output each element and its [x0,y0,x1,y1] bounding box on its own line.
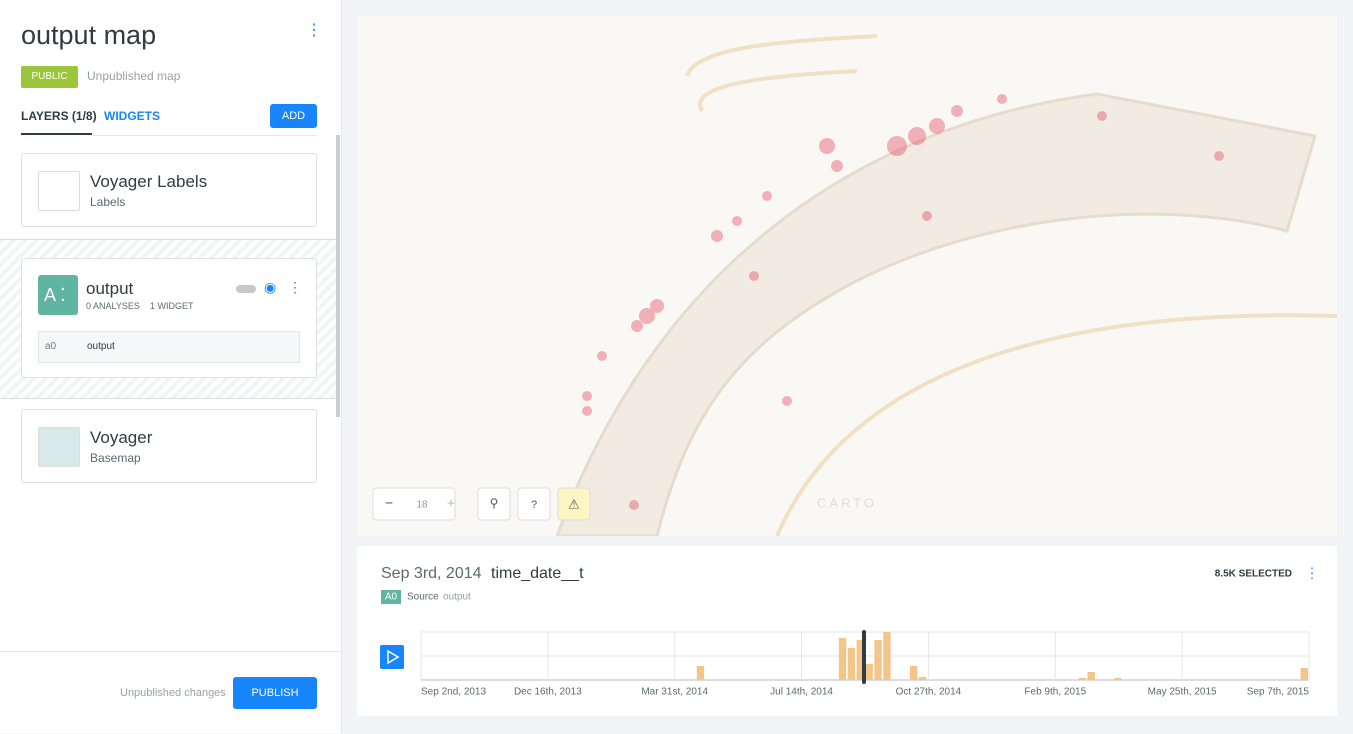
bar [856,640,864,680]
histogram [696,632,1308,680]
layer-name: Voyager [90,428,153,447]
layer-menu[interactable]: ⋮ [288,279,302,295]
column-name: time_date__t [491,565,584,582]
map-controls: − 18 + ⚲ ? ⚠ [372,487,591,521]
tab-underline [21,133,92,135]
divider [92,135,317,136]
warning-icon: ⚠ [568,496,580,511]
bar [847,648,856,680]
source-id: A0 [385,592,398,603]
map-title: output map [21,20,157,50]
road [685,34,878,113]
thumb [38,171,80,211]
layer-name: Voyager Labels [90,172,208,191]
bar [838,638,847,680]
zoom-box[interactable] [372,487,456,521]
node-name: output [87,341,115,352]
axis-label: Feb 9th, 2015 [1024,687,1086,698]
axis-label: Sep 2nd, 2013 [421,687,486,698]
footer: Unpublished changes PUBLISH [0,651,341,734]
search-button[interactable] [477,487,511,521]
bar [1300,668,1308,680]
axis-label: May 25th, 2015 [1148,687,1217,698]
axis-label: Oct 27th, 2014 [896,687,962,698]
source-label: Source [407,592,439,603]
help-button[interactable] [517,487,551,521]
layer-kind: Labels [90,195,126,209]
source-name: output [443,592,471,603]
widget-menu[interactable]: ⋮ [1305,565,1319,581]
toggle[interactable] [236,285,256,293]
visibility[interactable]: ◉ [264,279,277,295]
add-button[interactable]: ADD [270,104,317,128]
zoom-in[interactable]: + [447,495,455,511]
zoom-out[interactable]: − [385,495,393,511]
avatar-letter: A [44,285,56,305]
privacy-badge[interactable]: PUBLIC [21,66,78,88]
layer-card[interactable]: A ⁚ output 0 ANALYSES 1 WIDGET ◉ ⋮ a0 ou… [21,258,317,378]
sidebar: output map ⋮ PUBLIC Unpublished map LAYE… [0,0,342,733]
time-handle[interactable] [862,630,866,684]
axis-label: Jul 14th, 2014 [770,687,833,698]
help-text: ? [531,499,537,511]
avatar: A ⁚ [38,275,78,315]
menu[interactable]: ⋮ [306,22,322,39]
layer-card[interactable]: Voyager Labels Labels [21,153,317,227]
layer-card[interactable]: Voyager Basemap [21,409,317,483]
play-button[interactable] [380,645,404,669]
analysis-node[interactable]: a0 output [38,331,300,363]
time-series-widget: Sep 3rd, 2014 time_date__t 8.5K SELECTED… [357,546,1337,716]
bar [909,666,918,680]
road [775,313,1337,536]
axis-label: Sep 7th, 2015 [1247,687,1310,698]
play-icon [387,649,400,665]
widgets-count: 1 WIDGET [150,301,194,311]
layer-kind: Basemap [90,451,141,465]
map: CARTO − 18 + ⚲ ? ⚠ [357,16,1337,536]
current-date: Sep 3rd, 2014 [381,565,482,582]
axis-label: Mar 31st, 2014 [641,687,708,698]
widget-bg [357,546,1337,716]
area [555,92,1317,536]
bar [1087,672,1095,680]
attribution: CARTO [817,495,877,510]
bar [1114,678,1122,680]
axis-label: Dec 16th, 2013 [514,687,582,698]
analyses: 0 ANALYSES [86,301,140,311]
status: Unpublished map [87,69,181,83]
bar [1078,678,1086,680]
zoom-level: 18 [416,500,428,511]
bar [883,632,891,680]
footer-status: Unpublished changes [120,687,226,699]
tab-widgets[interactable]: WIDGETS [104,109,160,123]
node-id: a0 [45,341,57,352]
bar [874,640,882,680]
warning-button[interactable] [557,487,591,521]
bar [918,677,927,680]
bar [696,666,705,680]
thumb [38,427,80,467]
layer-name: output [86,279,134,298]
points [582,94,1224,510]
selected-count: 8.5K SELECTED [1215,569,1292,580]
scrollbar[interactable] [336,135,340,417]
source-badge [381,590,401,604]
publish-button[interactable]: PUBLISH [233,677,317,709]
search-icon: ⚲ [490,496,499,510]
bar [865,664,873,680]
tab-layers[interactable]: LAYERS (1/8) [21,109,97,123]
